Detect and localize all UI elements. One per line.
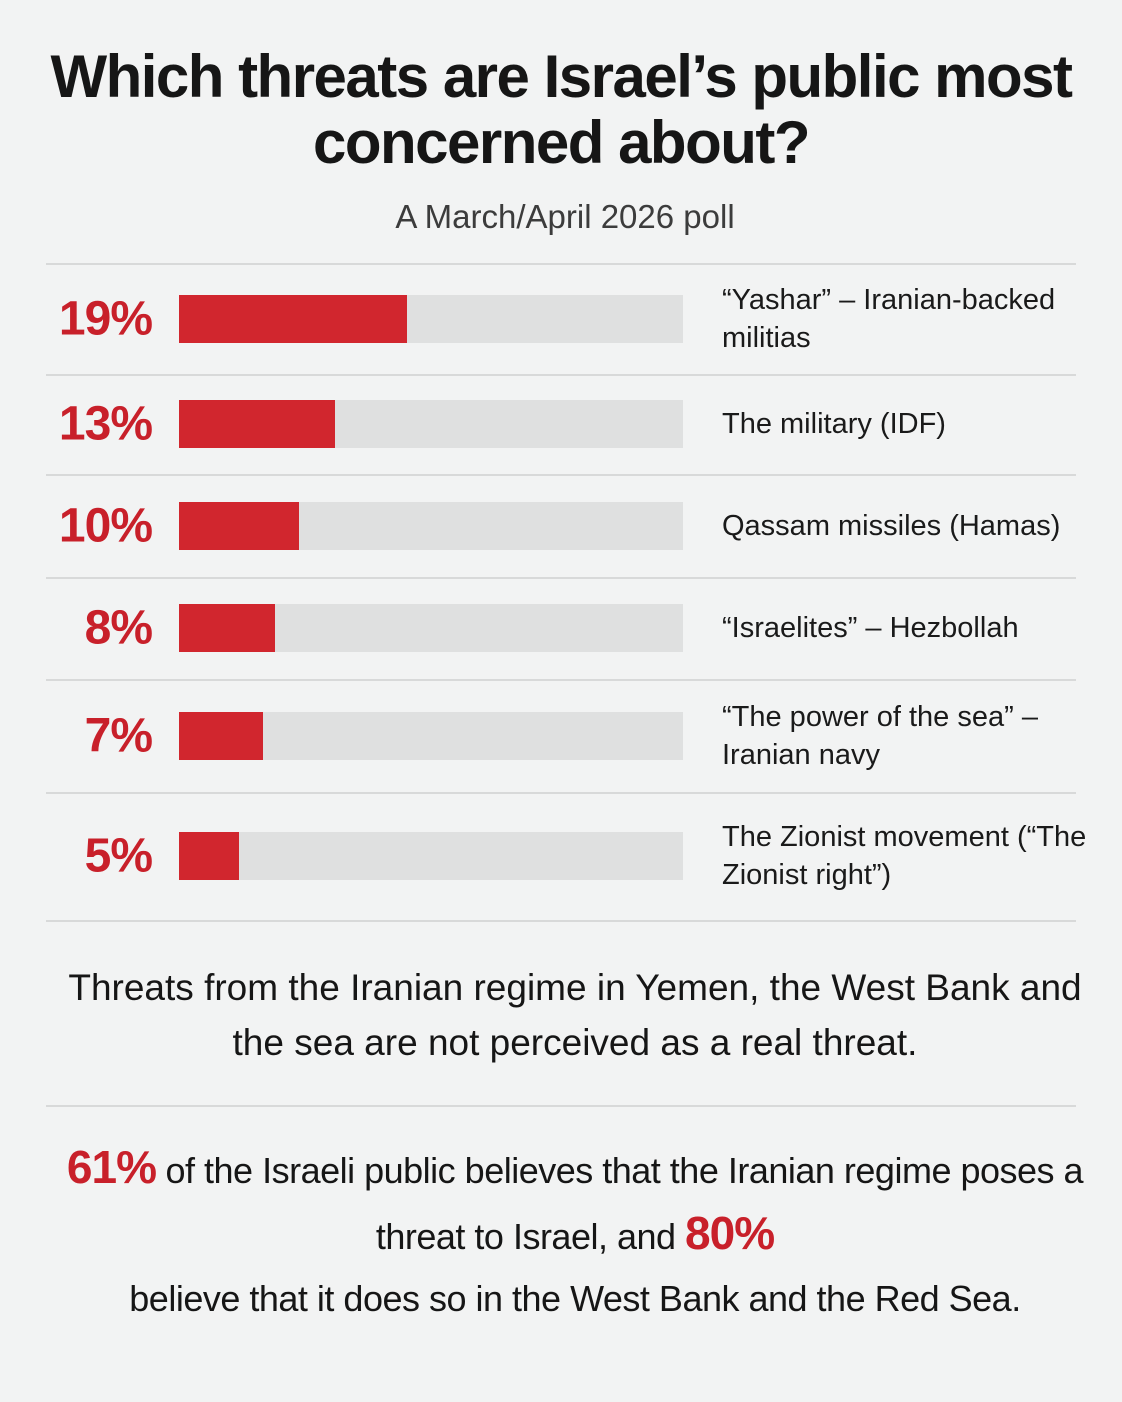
stat-text-1: of the Israeli public believes that the … [156,1150,1084,1257]
bar-track [179,604,683,652]
chart-subtitle: A March/April 2026 poll [395,198,735,235]
bar-row: 8% “Israelites” – Hezbollah [0,577,1122,679]
stat-text-2: believe that it does so in the West Bank… [129,1278,1021,1319]
bar-track [179,294,683,343]
category-label: Qassam missiles (Hamas) [722,509,1061,542]
bar-value-label: 7% [84,709,153,762]
row-divider [46,263,1076,265]
bar [179,400,335,448]
bar-value-label: 5% [84,829,153,883]
bar [179,501,299,550]
bar [179,294,407,343]
row-divider [46,920,1076,922]
bar-row: 19% “Yashar” – Iranian-backed militias [0,263,1122,374]
bar [179,832,239,880]
bar-track [179,832,683,880]
bar-value-label: 19% [58,292,153,345]
row-divider [46,374,1076,376]
category-label: “Yashar” – Iranian-backed militias [722,283,1056,354]
bar-value-label: 13% [58,397,153,451]
bar [179,604,275,652]
chart-title: Which threats are Israel’s public most c… [50,43,1073,176]
row-divider [46,679,1076,681]
stat-80-percent: 80% [685,1207,775,1259]
bar-row: 7% “The power of the sea” – Iranian navy [0,679,1122,792]
bar [179,711,263,760]
divider-notes [46,1105,1076,1107]
bar-value-label: 8% [84,601,153,655]
stat-61-percent: 61% [66,1141,157,1193]
category-label: “The power of the sea” – Iranian navy [722,700,1038,771]
bar-row: 5% The Zionist movement (“The Zionist rig… [0,792,1122,920]
category-label: The Zionist movement (“The Zionist right… [722,821,1087,891]
bar-track [179,711,683,760]
row-divider [46,577,1076,579]
bar-row: 13% The military (IDF) [0,374,1122,474]
note-poll-stats: 61% of the Israeli public believes that … [40,1136,1110,1330]
category-label: The military (IDF) [722,408,946,440]
row-divider [46,474,1076,476]
bar-track [179,501,683,550]
category-label: “Israelites” – Hezbollah [722,612,1019,644]
bar-value-label: 10% [58,499,153,552]
bar-track [179,400,683,448]
note-not-perceived: Threats from the Iranian regime in Yemen… [68,967,1082,1063]
row-divider [46,792,1076,794]
bar-row: 10% Qassam missiles (Hamas) [0,474,1122,577]
